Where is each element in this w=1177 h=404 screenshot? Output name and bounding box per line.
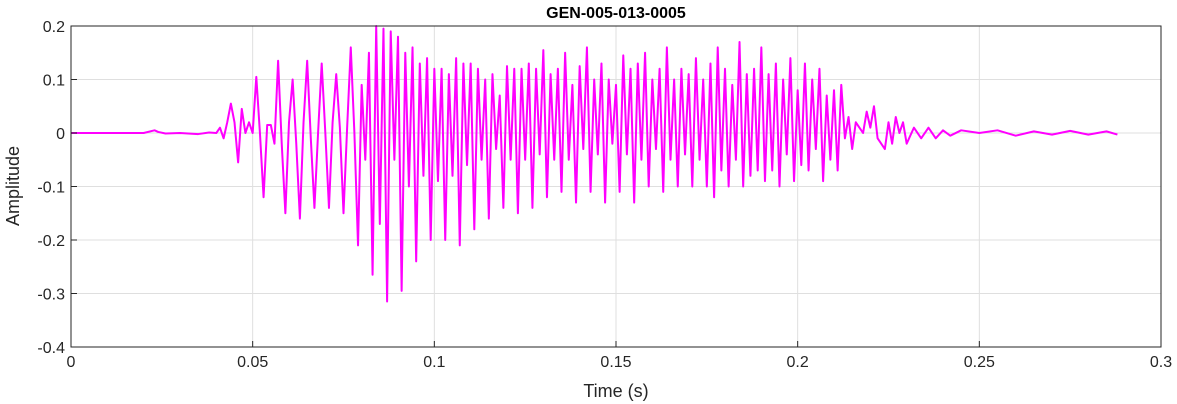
x-axis-ticks: 0 0.05 0.1 0.15 0.2 0.25 0.3 — [67, 341, 1172, 371]
x-axis-label: Time (s) — [583, 381, 648, 401]
y-tick-label: -0.2 — [37, 233, 65, 250]
y-tick-label: -0.3 — [37, 287, 65, 304]
x-tick-label: 0.25 — [964, 354, 995, 371]
waveform-line — [71, 25, 1118, 303]
x-tick-label: 0.1 — [423, 354, 445, 371]
plot-area — [71, 25, 1118, 303]
x-tick-label: 0.05 — [237, 354, 268, 371]
x-tick-label: 0.15 — [600, 354, 631, 371]
y-axis-ticks: -0.4 -0.3 -0.2 -0.1 0 0.1 0.2 — [37, 19, 77, 357]
y-tick-label: -0.4 — [37, 340, 65, 357]
x-tick-label: 0.2 — [787, 354, 809, 371]
y-tick-label: -0.1 — [37, 180, 65, 197]
chart-title: GEN-005-013-0005 — [546, 5, 686, 22]
y-tick-label: 0.1 — [43, 73, 65, 90]
y-tick-label: 0 — [56, 126, 65, 143]
y-axis-label: Amplitude — [3, 146, 23, 226]
x-tick-label: 0 — [67, 354, 76, 371]
y-tick-label: 0.2 — [43, 19, 65, 36]
x-tick-label: 0.3 — [1150, 354, 1172, 371]
